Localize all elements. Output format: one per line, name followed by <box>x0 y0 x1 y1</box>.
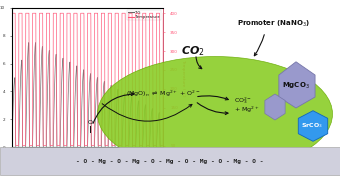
Polygon shape <box>279 62 315 108</box>
Text: - O - Mg - O - Mg - O - Mg - O - Mg - O - Mg - O -: - O - Mg - O - Mg - O - Mg - O - Mg - O … <box>76 159 264 163</box>
Text: O: O <box>87 121 92 125</box>
Text: Promoter (NaNO$_3$): Promoter (NaNO$_3$) <box>237 19 309 29</box>
Polygon shape <box>265 94 285 120</box>
Text: (MgO)$_n$ $\rightleftharpoons$ Mg$^{2+}$ + O$^{2-}$: (MgO)$_n$ $\rightleftharpoons$ Mg$^{2+}$… <box>126 89 200 99</box>
Text: + Mg$^{2+}$: + Mg$^{2+}$ <box>234 105 259 115</box>
Text: CO$_2$: CO$_2$ <box>181 44 205 58</box>
Text: MgCO$_3$: MgCO$_3$ <box>282 81 310 91</box>
Y-axis label: Temperature (°C): Temperature (°C) <box>181 59 185 96</box>
FancyBboxPatch shape <box>0 147 340 175</box>
Ellipse shape <box>98 57 333 171</box>
Legend: TG, Temperature: TG, Temperature <box>127 9 161 20</box>
Polygon shape <box>298 111 328 141</box>
Text: CO$_3^{2-}$: CO$_3^{2-}$ <box>234 96 252 106</box>
X-axis label: Time (min): Time (min) <box>74 164 101 169</box>
Text: SrCO$_3$: SrCO$_3$ <box>301 122 323 130</box>
